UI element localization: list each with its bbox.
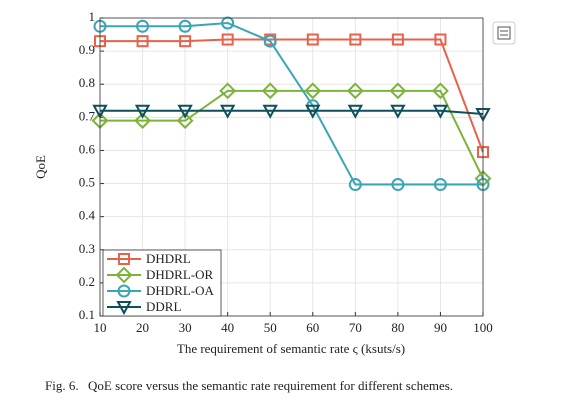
marker <box>134 104 151 119</box>
y-tick-label: 1 <box>89 9 96 24</box>
icon[interactable] <box>492 21 516 45</box>
marker <box>262 104 278 119</box>
marker <box>432 82 449 100</box>
y-tick-label: 0.8 <box>79 75 95 90</box>
x-tick-label: 100 <box>473 320 493 335</box>
legend-label: DDRL <box>146 299 181 314</box>
marker <box>118 253 130 265</box>
marker <box>347 104 364 119</box>
legend-label: DHDRL-OA <box>146 283 214 298</box>
marker <box>391 33 404 46</box>
marker <box>115 266 133 284</box>
marker <box>219 104 236 119</box>
marker <box>134 112 151 130</box>
marker <box>434 33 447 46</box>
x-tick-label: 10 <box>94 320 107 335</box>
marker <box>136 19 150 33</box>
marker <box>219 82 237 100</box>
marker <box>263 34 277 48</box>
marker <box>176 112 194 130</box>
series-line <box>100 89 484 180</box>
x-axis-label: The requirement of semantic rate ς (ksut… <box>177 341 405 356</box>
y-tick-label: 0.1 <box>79 307 95 322</box>
y-tick-label: 0.2 <box>79 274 95 289</box>
x-tick-label: 70 <box>349 320 362 335</box>
series-line <box>100 38 484 153</box>
marker <box>221 33 234 46</box>
series-line <box>100 21 483 186</box>
x-tick-label: 40 <box>221 320 234 335</box>
marker <box>117 284 131 298</box>
marker <box>178 19 192 33</box>
y-tick-label: 0.5 <box>79 175 95 190</box>
marker <box>304 82 322 100</box>
marker <box>348 178 362 192</box>
x-tick-label: 50 <box>264 320 277 335</box>
marker <box>389 82 407 100</box>
marker <box>305 104 321 119</box>
x-tick-label: 90 <box>434 320 447 335</box>
figure-label: Fig. 6. <box>45 378 79 393</box>
marks <box>91 16 492 192</box>
marker <box>390 104 406 119</box>
y-tick-label: 0.6 <box>79 141 96 156</box>
marker <box>306 33 319 46</box>
marker <box>116 301 132 316</box>
y-tick-label: 0.7 <box>79 108 96 123</box>
marker <box>221 16 235 30</box>
plot-frame <box>99 17 484 317</box>
caption: QoE score versus the semantic rate requi… <box>88 378 453 393</box>
x-tick-label: 30 <box>179 320 192 335</box>
marker <box>179 35 192 48</box>
legend-label: DHDRL-OR <box>146 267 213 282</box>
x-tick-label: 20 <box>136 320 149 335</box>
legend-label: DHDRL <box>146 251 191 266</box>
marker <box>349 33 362 46</box>
y-tick-label: 0.4 <box>79 208 96 223</box>
legend-box <box>102 249 222 317</box>
marker <box>391 178 405 192</box>
marker <box>346 82 364 100</box>
x-tick-label: 60 <box>306 320 319 335</box>
marker <box>136 35 149 48</box>
y-tick-label: 0.9 <box>79 42 95 57</box>
marker <box>261 82 279 100</box>
marker <box>177 104 193 119</box>
marker <box>433 178 447 192</box>
x-tick-label: 80 <box>391 320 404 335</box>
marker <box>432 104 449 119</box>
series-line <box>100 109 484 116</box>
y-axis-label: QoE <box>33 155 48 179</box>
y-tick-label: 0.3 <box>79 241 95 256</box>
